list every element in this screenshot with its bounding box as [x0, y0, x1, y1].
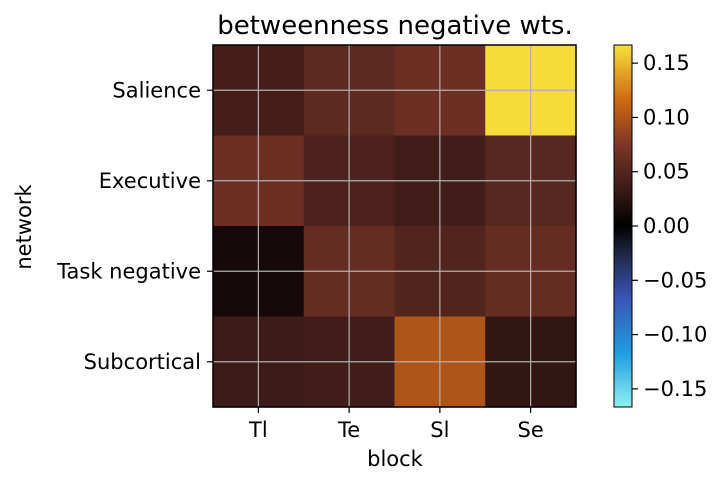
colorbar-tick-label: 0.15 — [643, 51, 690, 75]
y-axis-ticks: Salience Executive Task negative Subcortica… — [56, 78, 213, 374]
x-tick-label: Sl — [430, 418, 449, 442]
x-tick-label: Te — [337, 418, 360, 442]
grid-lines — [213, 45, 576, 407]
y-axis-label: network — [12, 184, 36, 270]
y-tick-label: Task negative — [56, 259, 201, 283]
x-axis-label: block — [367, 447, 424, 471]
colorbar-tick-label: 0.05 — [643, 160, 690, 184]
colorbar-tick-label: 0.10 — [643, 105, 690, 129]
plot-frame — [212, 44, 577, 408]
y-tick-label: Subcortical — [84, 350, 201, 374]
colorbar-tick-label: 0.00 — [643, 214, 690, 238]
colorbar — [613, 44, 633, 408]
heatmap-cells — [213, 45, 577, 408]
colorbar-ticks: 0.15 0.10 0.05 0.00 −0.05 −0.10 −0.15 — [632, 51, 707, 401]
x-tick-label: Tl — [248, 418, 268, 442]
x-axis-ticks: Tl Te Sl Se — [248, 407, 544, 442]
colorbar-tick-label: −0.10 — [643, 323, 707, 347]
colorbar-tick-label: −0.05 — [643, 268, 707, 292]
x-tick-label: Se — [518, 418, 544, 442]
colorbar-tick-label: −0.15 — [643, 377, 707, 401]
y-tick-label: Salience — [112, 78, 201, 102]
chart-title: betweenness negative wts. — [217, 11, 573, 41]
y-tick-label: Executive — [99, 169, 201, 193]
